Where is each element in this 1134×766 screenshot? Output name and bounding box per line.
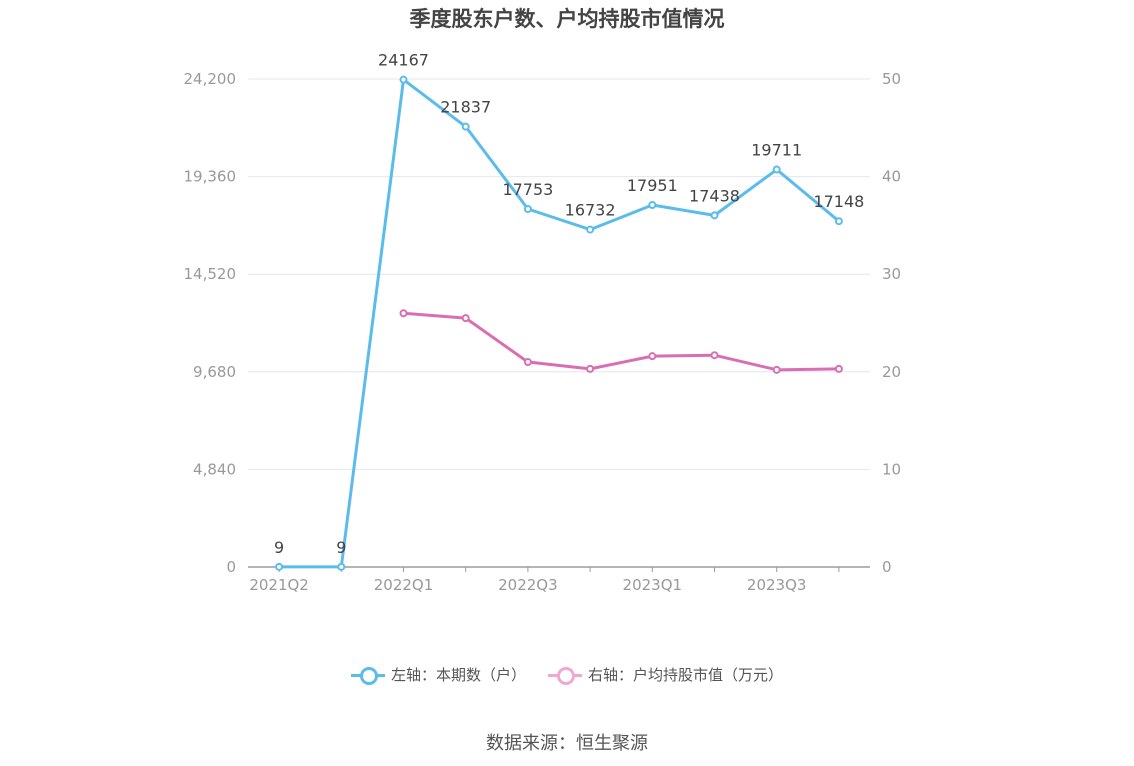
data-label: 17951 bbox=[627, 176, 678, 195]
y-right-tick-label: 0 bbox=[882, 558, 892, 576]
series-line bbox=[279, 78, 840, 569]
legend-marker bbox=[359, 666, 378, 685]
legend: 左轴：本期数（户） 右轴：户均持股市值（万元） bbox=[0, 664, 1134, 685]
x-tick-label: 2023Q3 bbox=[747, 576, 807, 594]
data-point bbox=[523, 358, 532, 367]
y-left-tick-label: 19,360 bbox=[184, 168, 237, 186]
y-left-tick-label: 24,200 bbox=[184, 70, 237, 88]
data-source: 数据来源：恒生聚源 bbox=[486, 733, 648, 754]
axes: 0 4,840 9,680 14,520 19,360 24,200 0 10 20 30 40 50… bbox=[184, 70, 902, 594]
data-label: 9 bbox=[336, 538, 346, 557]
y-left-tick-label: 9,680 bbox=[193, 363, 236, 381]
y-right-tick-label: 40 bbox=[882, 168, 901, 186]
legend-swatch-icon bbox=[548, 665, 582, 685]
data-point bbox=[834, 217, 843, 226]
data-point bbox=[399, 309, 408, 318]
y-right-tick-label: 10 bbox=[882, 460, 901, 478]
series-layer bbox=[275, 75, 843, 571]
data-point bbox=[461, 314, 470, 323]
data-point bbox=[337, 562, 346, 571]
legend-label: 右轴：户均持股市值（万元） bbox=[588, 666, 784, 684]
y-right-tick-label: 20 bbox=[882, 363, 901, 381]
data-point bbox=[772, 365, 781, 374]
data-labels: 9 9 24167 21837 17753 16732 17951 17438 19711 171… bbox=[274, 51, 864, 557]
data-label: 16732 bbox=[565, 201, 616, 220]
y-left-tick-label: 14,520 bbox=[184, 265, 237, 283]
data-label: 17753 bbox=[502, 180, 553, 199]
data-label: 21837 bbox=[440, 98, 491, 117]
data-point bbox=[772, 165, 781, 174]
chart-title: 季度股东户数、户均持股市值情况 bbox=[409, 7, 725, 31]
y-left-tick-label: 0 bbox=[226, 558, 236, 576]
data-point bbox=[710, 211, 719, 220]
x-tick-label: 2022Q1 bbox=[374, 576, 434, 594]
data-point bbox=[834, 364, 843, 373]
data-point bbox=[648, 201, 657, 210]
data-point bbox=[461, 122, 470, 131]
data-label: 9 bbox=[274, 538, 284, 557]
y-left-tick-label: 4,840 bbox=[193, 460, 236, 478]
data-label: 17438 bbox=[689, 186, 740, 205]
data-point bbox=[275, 562, 284, 571]
data-point bbox=[523, 205, 532, 214]
y-right-tick-label: 30 bbox=[882, 265, 901, 283]
legend-label: 左轴：本期数（户） bbox=[390, 666, 526, 684]
y-right-tick-label: 50 bbox=[882, 70, 901, 88]
data-point bbox=[710, 351, 719, 360]
data-point bbox=[586, 364, 595, 373]
legend-item-left-axis[interactable]: 左轴：本期数（户） bbox=[350, 664, 526, 685]
x-tick-label: 2023Q1 bbox=[623, 576, 683, 594]
data-label: 24167 bbox=[378, 51, 429, 70]
x-tick-label: 2022Q3 bbox=[498, 576, 558, 594]
data-point bbox=[648, 352, 657, 361]
x-tick-label: 2021Q2 bbox=[249, 576, 309, 594]
data-point bbox=[586, 225, 595, 234]
grid-lines bbox=[248, 78, 870, 470]
legend-swatch-icon bbox=[350, 665, 385, 685]
legend-marker bbox=[557, 666, 575, 685]
data-label: 19711 bbox=[751, 141, 802, 160]
data-label: 17148 bbox=[813, 192, 864, 211]
legend-item-right-axis[interactable]: 右轴：户均持股市值（万元） bbox=[548, 664, 783, 685]
data-point bbox=[399, 75, 408, 84]
series-line bbox=[403, 311, 839, 372]
